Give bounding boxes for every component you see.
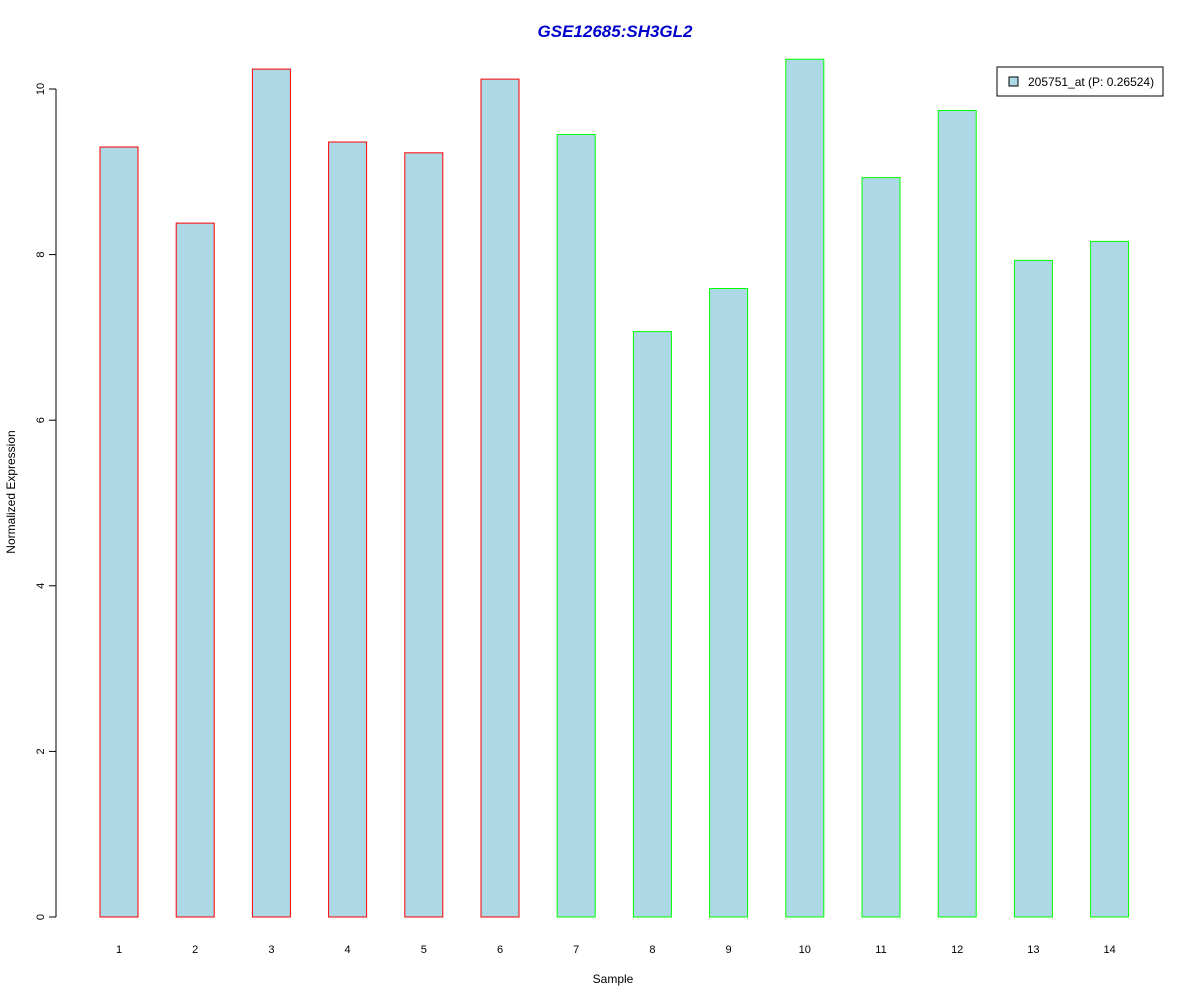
- x-tick-label: 3: [268, 944, 274, 956]
- x-tick-label: 2: [192, 944, 198, 956]
- legend: 205751_at (P: 0.26524): [996, 66, 1164, 97]
- bar-sample-6: [480, 78, 520, 918]
- y-tick-label: 6: [35, 417, 47, 423]
- x-axis-label: Sample: [593, 972, 634, 986]
- bar-sample-7: [556, 134, 596, 918]
- chart-title: GSE12685:SH3GL2: [538, 22, 694, 41]
- y-tick-label: 2: [35, 748, 47, 754]
- bar-sample-5: [404, 152, 444, 918]
- legend-entry-label: 205751_at (P: 0.26524): [1028, 75, 1154, 89]
- bar-sample-11: [861, 177, 901, 918]
- bar-sample-14: [1090, 240, 1130, 918]
- y-axis-ticks: 0 2 4 6 8 10: [35, 83, 56, 920]
- bar-sample-13: [1013, 259, 1053, 918]
- x-tick-label: 10: [799, 944, 811, 956]
- y-tick-label: 0: [35, 914, 47, 920]
- bar-sample-1: [99, 146, 139, 918]
- bars-group: [99, 58, 1130, 918]
- x-tick-label: 14: [1103, 944, 1115, 956]
- x-tick-label: 12: [951, 944, 963, 956]
- bar-sample-10: [785, 58, 825, 918]
- x-tick-label: 4: [345, 944, 351, 956]
- y-tick-label: 8: [35, 252, 47, 258]
- x-tick-label: 11: [875, 944, 886, 956]
- x-tick-label: 1: [116, 944, 122, 956]
- legend-box: [996, 66, 1164, 97]
- x-tick-label: 5: [421, 944, 427, 956]
- bar-sample-4: [328, 141, 368, 918]
- bar-sample-12: [937, 110, 977, 918]
- x-tick-label: 7: [573, 944, 579, 956]
- x-tick-label: 8: [649, 944, 655, 956]
- bar-sample-3: [251, 68, 291, 918]
- bar-sample-8: [632, 331, 672, 918]
- bar-sample-2: [175, 222, 215, 918]
- y-tick-label: 4: [35, 583, 47, 589]
- x-tick-label: 6: [497, 944, 503, 956]
- x-tick-label: 9: [726, 944, 732, 956]
- legend-swatch: [1008, 76, 1019, 87]
- x-axis-tick-labels: 1 2 3 4 5 6 7 8 9 10 11 12 13 14: [116, 944, 1116, 956]
- y-axis-label: Normalized Expression: [4, 430, 18, 553]
- bar-sample-9: [709, 288, 749, 918]
- y-tick-label: 10: [35, 83, 47, 95]
- x-tick-label: 13: [1027, 944, 1039, 956]
